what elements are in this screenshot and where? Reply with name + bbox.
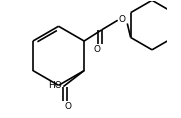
Text: O: O bbox=[94, 45, 101, 54]
Text: O: O bbox=[64, 102, 71, 111]
Text: HO: HO bbox=[48, 81, 62, 90]
Text: O: O bbox=[119, 15, 125, 24]
